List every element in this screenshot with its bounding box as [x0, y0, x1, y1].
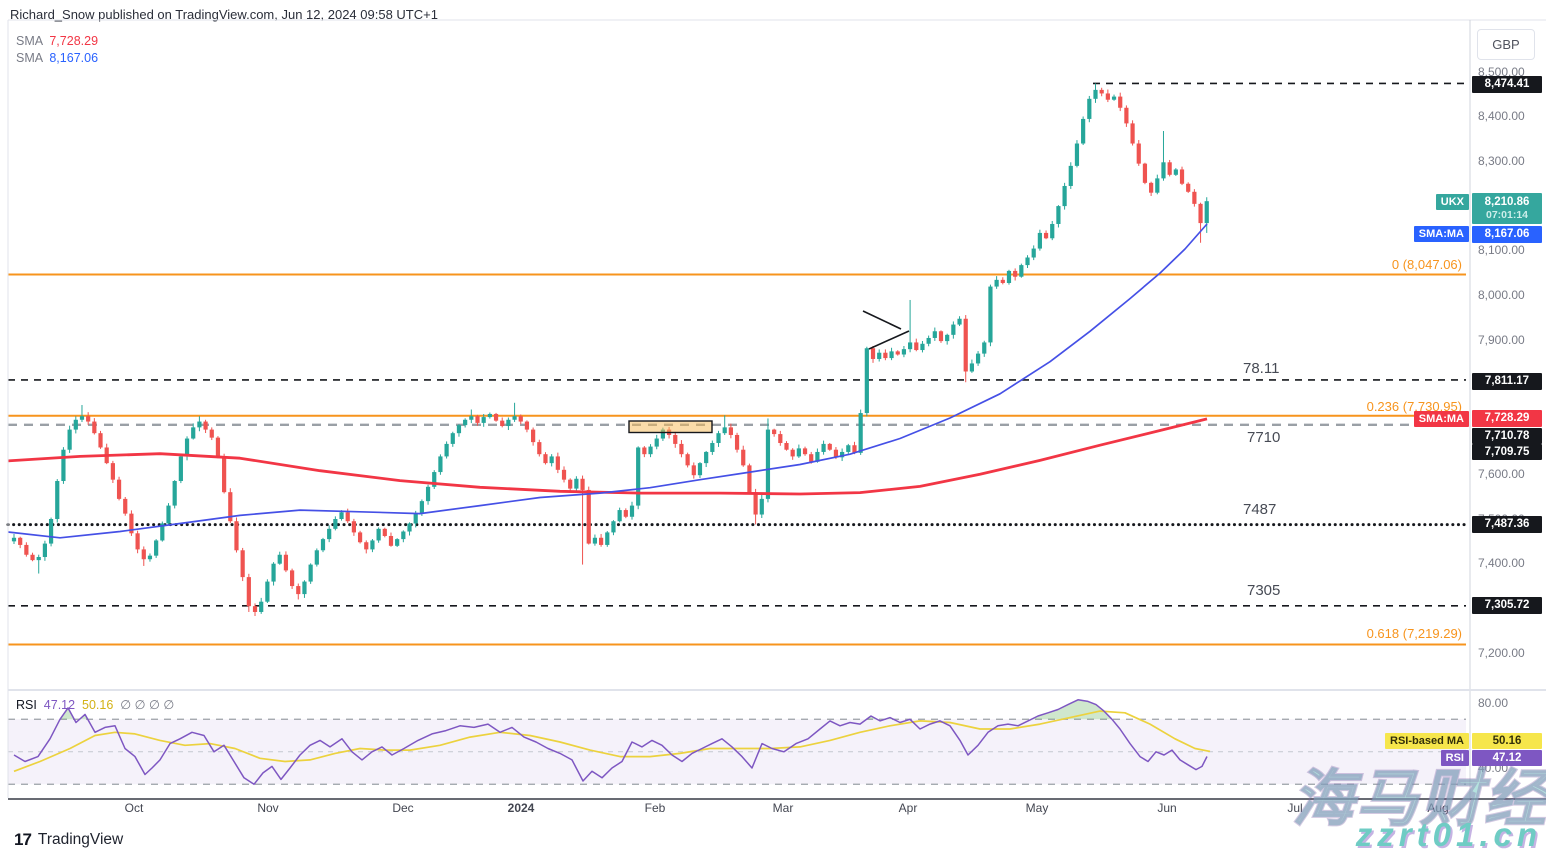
- sma-200-line: [7, 417, 1208, 496]
- price-axis-tick: 7,900.00: [1478, 332, 1525, 347]
- candlestick-series: [11, 83, 1209, 616]
- series-tag-label: RSI: [1440, 750, 1469, 766]
- time-axis-label-nov[interactable]: Nov: [257, 801, 279, 815]
- tag-value: 7,728.29: [1484, 412, 1530, 424]
- tag-value: 8,474.41: [1484, 78, 1530, 90]
- price-axis-tick: 8,000.00: [1478, 288, 1525, 302]
- tag-value: 8,167.06: [1484, 228, 1530, 240]
- price-axis-tick: 7,400.00: [1478, 556, 1525, 571]
- rsi-legend[interactable]: RSI 47.12 50.16 ∅ ∅ ∅ ∅: [16, 697, 174, 712]
- countdown-timer: 07:01:14: [1485, 208, 1529, 221]
- level-annotation-text: 7305: [1247, 582, 1281, 599]
- time-axis-label-mar[interactable]: Mar: [772, 801, 794, 815]
- time-axis-label-aug[interactable]: Aug: [1427, 801, 1449, 815]
- sma-50-line: [7, 223, 1208, 539]
- series-tag-label: UKX: [1435, 194, 1469, 210]
- price-axis-tag: 8,210.86 07:01:14: [1472, 193, 1542, 224]
- pennant-trendline-2[interactable]: [868, 330, 910, 350]
- rsi-ma-line: [13, 710, 1211, 773]
- rsi-axis-tick: 80.00: [1478, 695, 1509, 710]
- price-axis-tick: 8,100.00: [1478, 243, 1525, 258]
- tag-value: 7,710.78: [1484, 430, 1530, 442]
- rsi-label: RSI: [16, 698, 37, 712]
- price-axis-tag: 7,728.29: [1472, 410, 1542, 427]
- sma-legend-row-2: SMA 8,167.06: [16, 50, 98, 67]
- series-tag-label: SMA:MA: [1413, 411, 1469, 427]
- tradingview-logo[interactable]: 17 TradingView: [14, 830, 123, 850]
- sma-legend-row-1: SMA 7,728.29: [16, 33, 98, 50]
- sma-fast-value: 8,167.06: [49, 51, 99, 65]
- rsi-overbought-fill: [1031, 699, 1112, 720]
- tradingview-logo-icon: 17: [14, 830, 32, 849]
- level-annotation-text: 7710: [1247, 429, 1281, 446]
- series-tag-label: RSI-based MA: [1385, 733, 1469, 749]
- time-axis-label-2024[interactable]: 2024: [507, 801, 535, 815]
- level-annotation-text: 78.11: [1243, 360, 1280, 377]
- price-axis-tag: 47.12: [1472, 750, 1542, 766]
- time-axis-label-feb[interactable]: Feb: [644, 801, 666, 815]
- price-axis-tick: 8,500.00: [1478, 64, 1525, 79]
- time-axis-label-apr[interactable]: Apr: [898, 801, 918, 815]
- published-byline: Richard_Snow published on TradingView.co…: [10, 7, 438, 22]
- price-axis-tick: 7,200.00: [1478, 645, 1525, 660]
- fib-level-label: 0.618 (7,219.29): [1366, 626, 1462, 641]
- time-axis-label-dec[interactable]: Dec: [392, 801, 414, 815]
- highlighted-level-box[interactable]: [628, 420, 713, 434]
- price-axis-tick: 8,400.00: [1478, 109, 1525, 124]
- rsi-line: [13, 699, 1208, 786]
- time-axis-label-jun[interactable]: Jun: [1157, 801, 1177, 815]
- tag-value: 50.16: [1492, 735, 1522, 747]
- sma-legend[interactable]: SMA 7,728.29 SMA 8,167.06: [16, 33, 98, 67]
- currency-toggle-button[interactable]: GBP: [1477, 29, 1535, 60]
- price-axis-tag: 50.16: [1472, 733, 1542, 749]
- tag-value: 8,210.86: [1484, 195, 1530, 208]
- rsi-overbought-fill: [60, 707, 75, 720]
- watermark-url-text: zzrt01.cn: [1355, 816, 1542, 853]
- sma-slow-value: 7,728.29: [49, 34, 99, 48]
- tag-value: 47.12: [1492, 752, 1522, 764]
- fib-level-label: 0.236 (7,730.95): [1366, 399, 1462, 414]
- time-axis-label-jul[interactable]: Jul: [1287, 801, 1303, 815]
- price-axis-tick: 8,300.00: [1478, 153, 1525, 168]
- price-axis-tag: 7,709.75: [1472, 444, 1542, 460]
- time-axis-label-oct[interactable]: Oct: [124, 801, 144, 815]
- level-annotation-text: 7487: [1243, 501, 1277, 518]
- tag-value: 7,487.36: [1484, 518, 1530, 530]
- pennant-trendline-1[interactable]: [862, 310, 902, 330]
- sma-label: SMA: [16, 34, 43, 48]
- fib-level-label: 0 (8,047.06): [1391, 257, 1462, 272]
- tag-value: 7,811.17: [1484, 375, 1530, 387]
- rsi-ma-value: 50.16: [82, 698, 114, 712]
- tag-value: 7,709.75: [1484, 446, 1530, 458]
- price-axis-tag: 7,305.72: [1472, 597, 1542, 614]
- price-axis-tick: 7,600.00: [1478, 466, 1525, 481]
- rsi-value: 47.12: [43, 698, 76, 712]
- rsi-empty-params: ∅ ∅ ∅ ∅: [120, 698, 175, 712]
- price-axis-tag: 8,167.06: [1472, 226, 1542, 243]
- price-axis-tag: 7,811.17: [1472, 373, 1542, 390]
- watermark-cn-text: 海马财经: [1291, 764, 1546, 835]
- tradingview-logo-text: TradingView: [37, 831, 124, 848]
- time-axis-label-may[interactable]: May: [1025, 801, 1049, 815]
- price-axis-tag: 8,474.41: [1472, 76, 1542, 93]
- price-axis-tag: 7,710.78: [1472, 428, 1542, 444]
- tag-value: 7,305.72: [1484, 599, 1530, 611]
- series-tag-label: SMA:MA: [1413, 226, 1469, 242]
- sma-label: SMA: [16, 51, 43, 65]
- price-axis-tag: 7,487.36: [1472, 516, 1542, 533]
